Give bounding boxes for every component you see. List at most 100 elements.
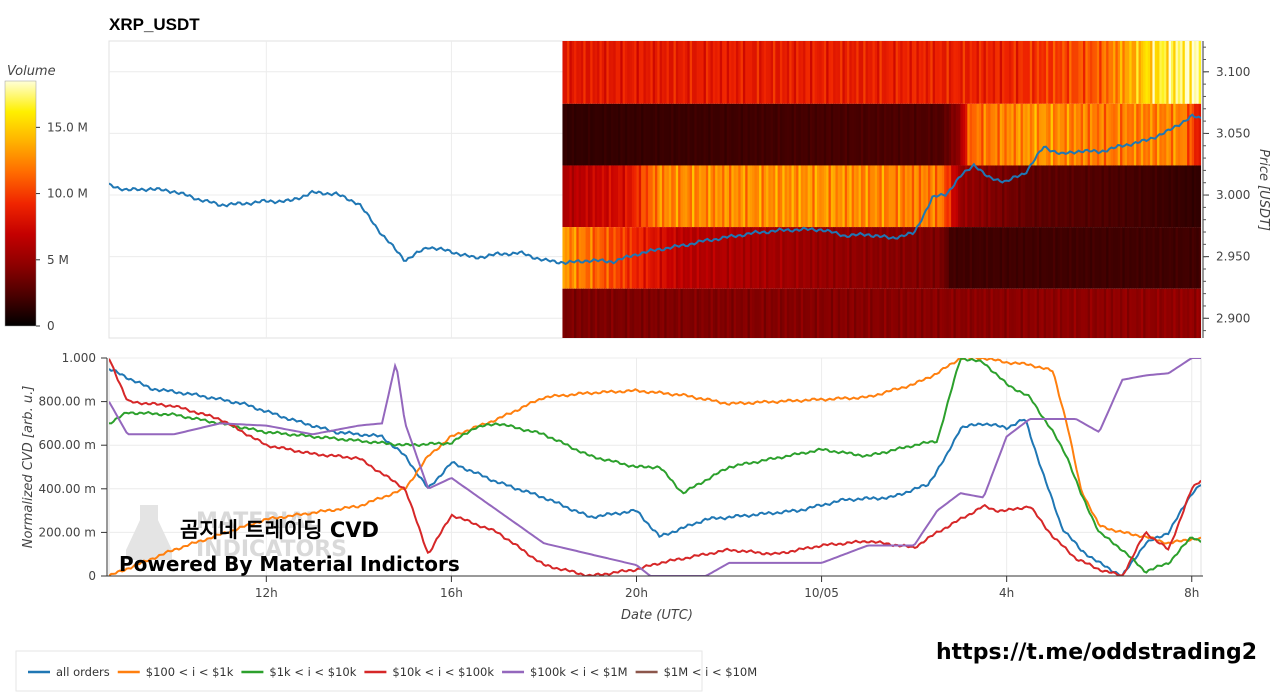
heatmap-cell bbox=[1006, 165, 1010, 228]
legend-label: all orders bbox=[56, 665, 110, 679]
heatmap-cell bbox=[884, 41, 887, 104]
heatmap-cell bbox=[643, 103, 647, 166]
heatmap-cell bbox=[722, 288, 726, 338]
legend-item[interactable]: $100 < i < $1k bbox=[117, 665, 234, 679]
heatmap-cell bbox=[916, 288, 920, 338]
telegram-url[interactable]: https://t.me/oddstrading2 bbox=[936, 640, 1257, 665]
heatmap-cell bbox=[585, 288, 589, 338]
heatmap-cell bbox=[1122, 227, 1126, 289]
heatmap-cell bbox=[594, 103, 598, 166]
heatmap-cell bbox=[696, 227, 700, 289]
legend-item[interactable]: $100k < i < $1M bbox=[502, 665, 628, 679]
legend-item[interactable]: $1M < i < $10M bbox=[635, 665, 758, 679]
heatmap-cell bbox=[1013, 288, 1017, 338]
heatmap-cell bbox=[1101, 227, 1105, 289]
heatmap-cell bbox=[574, 165, 577, 228]
heatmap-cell bbox=[897, 165, 901, 228]
heatmap-cell bbox=[990, 165, 994, 228]
heatmap-cell bbox=[1002, 41, 1005, 104]
heatmap-cell bbox=[742, 41, 746, 104]
heatmap-cell bbox=[624, 227, 628, 289]
heatmap-cell bbox=[1124, 103, 1128, 166]
heatmap-cell bbox=[1120, 41, 1123, 104]
heatmap-cell bbox=[772, 103, 776, 166]
heatmap-cell bbox=[789, 288, 793, 338]
heatmap-cell bbox=[1115, 41, 1119, 104]
heatmap-cell bbox=[712, 41, 716, 104]
heatmap-cell bbox=[768, 103, 772, 166]
heatmap-cell bbox=[955, 41, 959, 104]
heatmap-cell bbox=[1055, 41, 1059, 104]
heatmap-cell bbox=[807, 288, 811, 338]
heatmap-cell bbox=[786, 165, 790, 228]
heatmap-cell bbox=[870, 227, 874, 289]
heatmap-cell bbox=[613, 103, 617, 166]
heatmap-cell bbox=[1184, 227, 1188, 289]
heatmap-cell bbox=[1039, 288, 1042, 338]
heatmap-cell bbox=[1006, 41, 1010, 104]
heatmap-cell bbox=[796, 288, 800, 338]
heatmap-cell bbox=[692, 165, 695, 228]
heatmap-cell bbox=[1147, 103, 1151, 166]
legend-item[interactable]: all orders bbox=[28, 665, 110, 679]
price-tick-label: 2.900 bbox=[1216, 311, 1250, 325]
heatmap-cell bbox=[1066, 165, 1070, 228]
heatmap-cell bbox=[844, 41, 848, 104]
heatmap-cell bbox=[766, 41, 769, 104]
heatmap-cell bbox=[763, 103, 767, 166]
heatmap-cell bbox=[1011, 103, 1015, 166]
heatmap-cell bbox=[756, 227, 760, 289]
heatmap-cell bbox=[1147, 165, 1151, 228]
heatmap-cell bbox=[1177, 227, 1181, 289]
heatmap-cell bbox=[884, 165, 887, 228]
heatmap-cell bbox=[733, 288, 737, 338]
heatmap-cell bbox=[731, 165, 735, 228]
heatmap-cell bbox=[946, 288, 950, 338]
price-tick-label: 3.050 bbox=[1216, 126, 1250, 140]
heatmap-cell bbox=[652, 165, 656, 228]
heatmap-cell bbox=[844, 165, 848, 228]
flask-logo bbox=[126, 505, 172, 560]
heatmap-cell bbox=[1022, 103, 1026, 166]
heatmap-cell bbox=[740, 165, 744, 228]
heatmap-cell bbox=[756, 41, 760, 104]
legend-item[interactable]: $1k < i < $10k bbox=[241, 665, 357, 679]
heatmap-cell bbox=[965, 103, 968, 166]
heatmap-cell bbox=[921, 41, 924, 104]
heatmap-cell bbox=[689, 41, 693, 104]
heatmap-cell bbox=[914, 165, 918, 228]
heatmap-cell bbox=[791, 288, 795, 338]
heatmap-cell bbox=[615, 227, 619, 289]
heatmap-cell bbox=[583, 41, 587, 104]
heatmap-cell bbox=[675, 165, 679, 228]
heatmap-cell bbox=[988, 41, 992, 104]
heatmap-cell bbox=[1083, 227, 1086, 289]
time-axis-ticks: 12h 16h 20h 10/05 4h 8h bbox=[255, 576, 1199, 600]
heatmap-cell bbox=[981, 288, 985, 338]
heatmap-cell bbox=[800, 288, 804, 338]
heatmap-cell bbox=[967, 165, 971, 228]
heatmap-cell bbox=[685, 41, 688, 104]
heatmap-cell bbox=[599, 165, 603, 228]
heatmap-cell bbox=[911, 165, 915, 228]
heatmap-cell bbox=[960, 103, 964, 166]
heatmap-cell bbox=[1057, 103, 1061, 166]
heatmap-cell bbox=[786, 288, 790, 338]
heatmap-cell bbox=[911, 41, 915, 104]
price-axis-ticks: 3.100 3.050 3.000 2.950 2.900 bbox=[1203, 46, 1250, 332]
heatmap-cell bbox=[1177, 41, 1181, 104]
heatmap-cell bbox=[1052, 165, 1056, 228]
heatmap-cell bbox=[740, 103, 744, 166]
heatmap-cell bbox=[828, 103, 832, 166]
heatmap-cell bbox=[768, 227, 772, 289]
heatmap-cell bbox=[967, 103, 971, 166]
price-tick-label: 2.950 bbox=[1216, 250, 1250, 264]
heatmap-cell bbox=[1113, 165, 1116, 228]
legend-item[interactable]: $10k < i < $100k bbox=[364, 665, 494, 679]
heatmap-cell bbox=[1117, 165, 1121, 228]
heatmap-cell bbox=[833, 103, 837, 166]
heatmap-cell bbox=[659, 103, 663, 166]
heatmap-cell bbox=[1154, 103, 1158, 166]
heatmap-cell bbox=[777, 288, 781, 338]
heatmap-cell bbox=[756, 165, 760, 228]
